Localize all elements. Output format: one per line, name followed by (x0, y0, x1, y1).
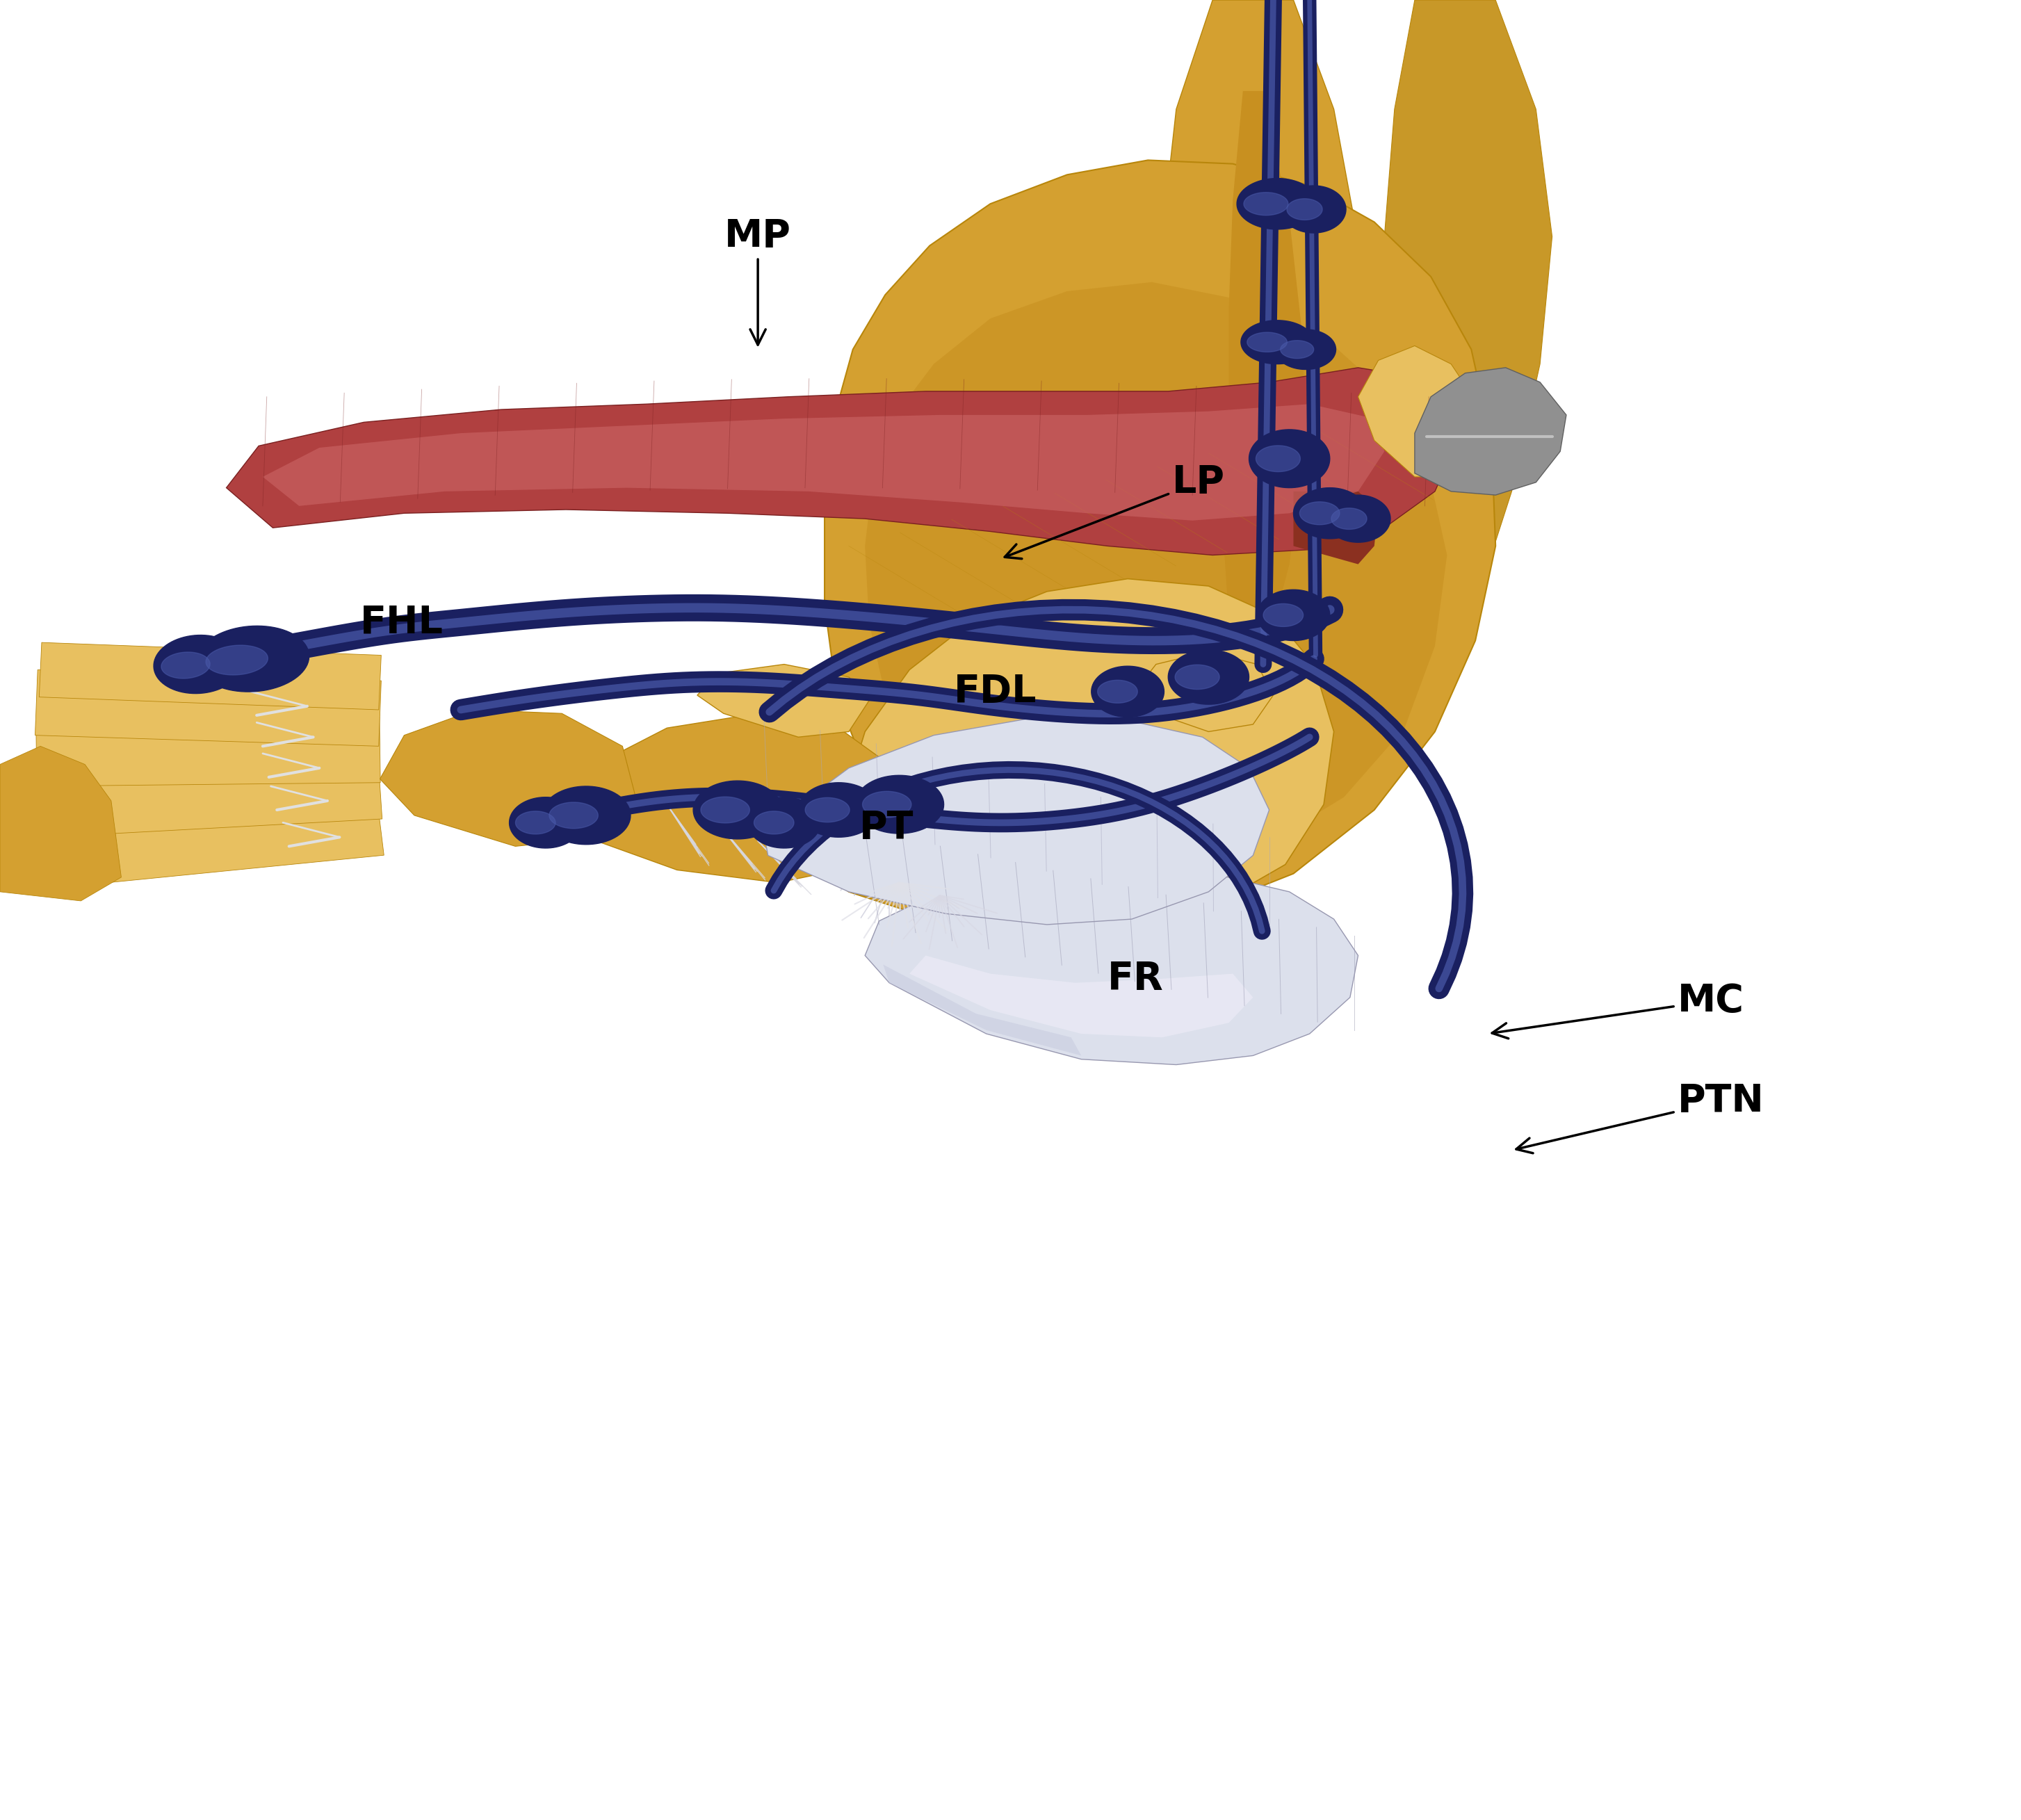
Polygon shape (798, 783, 879, 837)
Polygon shape (206, 646, 269, 675)
Polygon shape (1263, 604, 1304, 626)
Polygon shape (1358, 346, 1475, 477)
Polygon shape (46, 790, 384, 888)
Polygon shape (1293, 488, 1366, 539)
Polygon shape (196, 626, 309, 692)
Polygon shape (1168, 650, 1249, 704)
Polygon shape (1223, 91, 1304, 646)
Polygon shape (0, 746, 121, 901)
Polygon shape (1415, 368, 1566, 495)
Polygon shape (38, 642, 382, 710)
Polygon shape (883, 965, 1081, 1056)
Polygon shape (1132, 0, 1358, 737)
Polygon shape (1300, 502, 1340, 524)
Polygon shape (1358, 0, 1552, 677)
Text: MP: MP (726, 218, 790, 344)
Polygon shape (515, 812, 556, 834)
Polygon shape (1326, 495, 1390, 542)
Polygon shape (1174, 664, 1219, 690)
Polygon shape (1243, 193, 1287, 215)
Polygon shape (748, 797, 821, 848)
Polygon shape (855, 775, 944, 834)
Polygon shape (845, 579, 1334, 925)
Polygon shape (865, 870, 1358, 1065)
Polygon shape (162, 652, 210, 679)
Polygon shape (542, 786, 631, 844)
Polygon shape (754, 812, 794, 834)
Polygon shape (1287, 198, 1322, 220)
Polygon shape (34, 670, 382, 746)
Polygon shape (768, 160, 1496, 932)
Polygon shape (562, 713, 905, 883)
Polygon shape (1097, 681, 1138, 703)
Polygon shape (36, 717, 380, 786)
Text: PT: PT (859, 810, 913, 846)
Polygon shape (804, 797, 849, 823)
Text: FR: FR (1108, 961, 1164, 997)
Polygon shape (380, 710, 637, 846)
Polygon shape (1091, 666, 1164, 717)
Text: MC: MC (1491, 983, 1744, 1039)
Polygon shape (909, 956, 1253, 1037)
Polygon shape (1293, 491, 1378, 564)
Polygon shape (1241, 320, 1314, 364)
Polygon shape (1249, 430, 1330, 488)
Polygon shape (1237, 178, 1318, 229)
Polygon shape (693, 781, 782, 839)
Polygon shape (42, 753, 382, 837)
Polygon shape (849, 282, 1447, 877)
Polygon shape (263, 404, 1384, 521)
Polygon shape (863, 792, 911, 817)
Text: PTN: PTN (1516, 1083, 1764, 1154)
Polygon shape (1257, 590, 1330, 641)
Polygon shape (1255, 446, 1300, 471)
Polygon shape (1247, 333, 1287, 351)
Polygon shape (1281, 186, 1346, 233)
Text: FHL: FHL (360, 604, 443, 641)
Polygon shape (764, 719, 1269, 925)
Polygon shape (1332, 508, 1366, 530)
Text: FDL: FDL (954, 673, 1037, 710)
Text: LP: LP (1004, 464, 1225, 559)
Polygon shape (701, 797, 750, 823)
Polygon shape (154, 635, 243, 693)
Polygon shape (1275, 329, 1336, 369)
Polygon shape (697, 664, 869, 737)
Polygon shape (509, 797, 582, 848)
Polygon shape (226, 368, 1455, 555)
Polygon shape (1281, 340, 1314, 359)
Polygon shape (1132, 652, 1273, 732)
Polygon shape (550, 803, 598, 828)
